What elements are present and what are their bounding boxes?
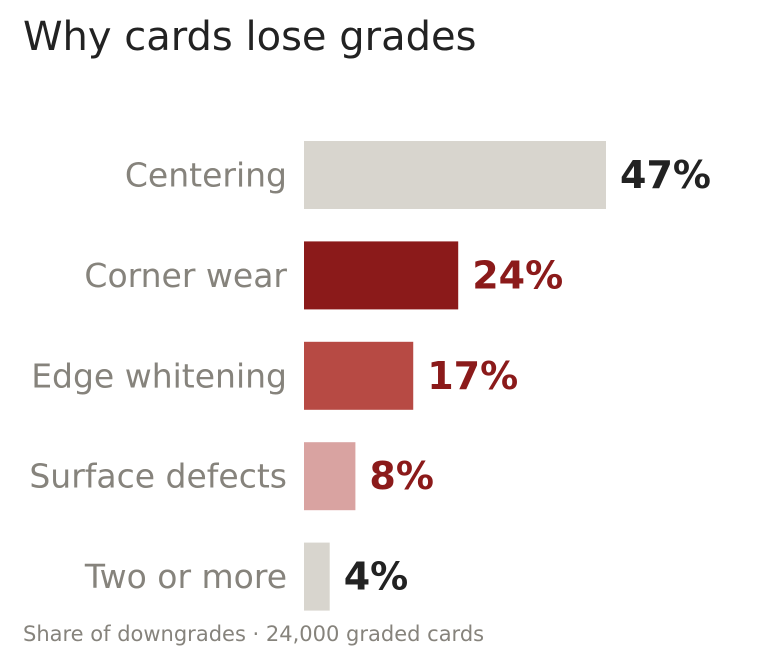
bar-corner-wear	[304, 241, 459, 310]
bar-edge-whitening	[304, 341, 414, 410]
category-label-two-or-more: Two or more	[84, 557, 287, 596]
bar-surface-defects	[304, 442, 356, 511]
category-label-surface-defects: Surface defects	[29, 457, 287, 496]
value-label-edge-whitening: 17%	[427, 354, 518, 398]
bar-two-or-more	[304, 542, 330, 611]
category-label-centering: Centering	[125, 156, 287, 195]
category-label-edge-whitening: Edge whitening	[31, 356, 287, 395]
value-label-centering: 47%	[620, 153, 711, 197]
bar-centering	[304, 141, 606, 209]
value-label-two-or-more: 4%	[344, 555, 409, 599]
category-label-corner-wear: Corner wear	[84, 256, 287, 295]
bar-chart: Centering 47% Corner wear 24% Edge whitening…	[29, 141, 711, 611]
value-label-corner-wear: 24%	[472, 253, 563, 297]
value-label-surface-defects: 8%	[369, 454, 434, 498]
chart-title: Why cards lose grades	[23, 14, 477, 60]
chart-footnote: Share of downgrades · 24,000 graded card…	[23, 622, 485, 646]
